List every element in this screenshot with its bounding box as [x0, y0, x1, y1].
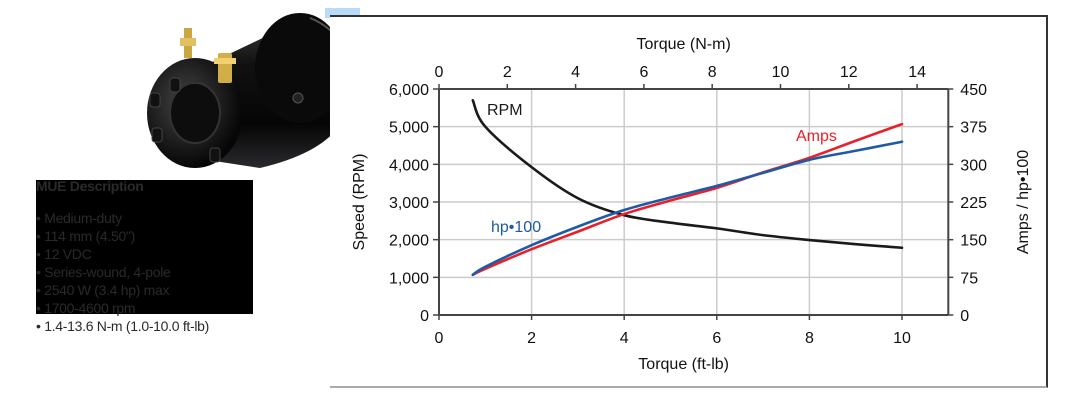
- amps-curve: [471, 122, 904, 277]
- feature-item: 1700-4600 rpm: [36, 299, 209, 317]
- x-tick-label: 10: [893, 330, 911, 347]
- feature-item: Series-wound, 4-pole: [36, 263, 209, 281]
- x-tick-label: 6: [712, 330, 721, 347]
- feature-item: 2540 W (3.4 hp) max: [36, 281, 209, 299]
- x2-tick-label: 8: [708, 64, 717, 81]
- feature-item: 12 VDC: [36, 245, 209, 263]
- y-axis-title: Speed (RPM): [351, 154, 368, 251]
- y-tick-label: 0: [420, 308, 429, 325]
- feature-list: Medium-duty 114 mm (4.50") 12 VDC Series…: [36, 209, 209, 335]
- x-axis-title: Torque (ft-lb): [638, 356, 729, 373]
- y2-tick-label: 375: [960, 120, 987, 137]
- y-tick-label: 3,000: [389, 195, 429, 212]
- y2-axis-title: Amps / hp•100: [1015, 150, 1032, 254]
- y2-tick-label: 225: [960, 195, 987, 212]
- y-tick-label: 4,000: [389, 157, 429, 174]
- y-tick-label: 5,000: [389, 120, 429, 137]
- x-tick-label: 8: [805, 330, 814, 347]
- x-tick-label: 0: [435, 330, 444, 347]
- y-tick-label: 2,000: [389, 233, 429, 250]
- x2-tick-label: 0: [435, 64, 444, 81]
- x-tick-label: 2: [527, 330, 536, 347]
- hp-label: hp•100: [491, 219, 541, 236]
- x2-tick-label: 12: [840, 64, 858, 81]
- x2-tick-label: 4: [571, 64, 580, 81]
- amps-label: Amps: [796, 128, 837, 145]
- y-tick-label: 6,000: [389, 82, 429, 99]
- y2-tick-label: 75: [960, 270, 978, 287]
- feature-item: Medium-duty: [36, 209, 209, 227]
- motor-photo: [140, 8, 360, 183]
- x2-axis-title: Torque (N-m): [637, 36, 731, 53]
- feature-item: 114 mm (4.50"): [36, 227, 209, 245]
- x-tick-label: 4: [620, 330, 629, 347]
- feature-item: 1.4-13.6 N-m (1.0-10.0 ft-lb): [36, 317, 209, 335]
- rpm-curve: [471, 99, 904, 250]
- y2-tick-label: 300: [960, 157, 987, 174]
- y2-tick-label: 0: [960, 308, 969, 325]
- y2-tick-label: 450: [960, 82, 987, 99]
- hp-curve: [471, 140, 904, 277]
- description-block: MUE Description Medium-duty 114 mm (4.50…: [36, 178, 253, 334]
- y2-tick-label: 150: [960, 233, 987, 250]
- x2-tick-label: 14: [908, 64, 926, 81]
- x2-tick-label: 6: [639, 64, 648, 81]
- x2-tick-label: 2: [503, 64, 512, 81]
- x2-tick-label: 10: [772, 64, 790, 81]
- y-tick-label: 1,000: [389, 270, 429, 287]
- description-title: MUE Description: [36, 178, 144, 194]
- rpm-label: RPM: [487, 102, 523, 119]
